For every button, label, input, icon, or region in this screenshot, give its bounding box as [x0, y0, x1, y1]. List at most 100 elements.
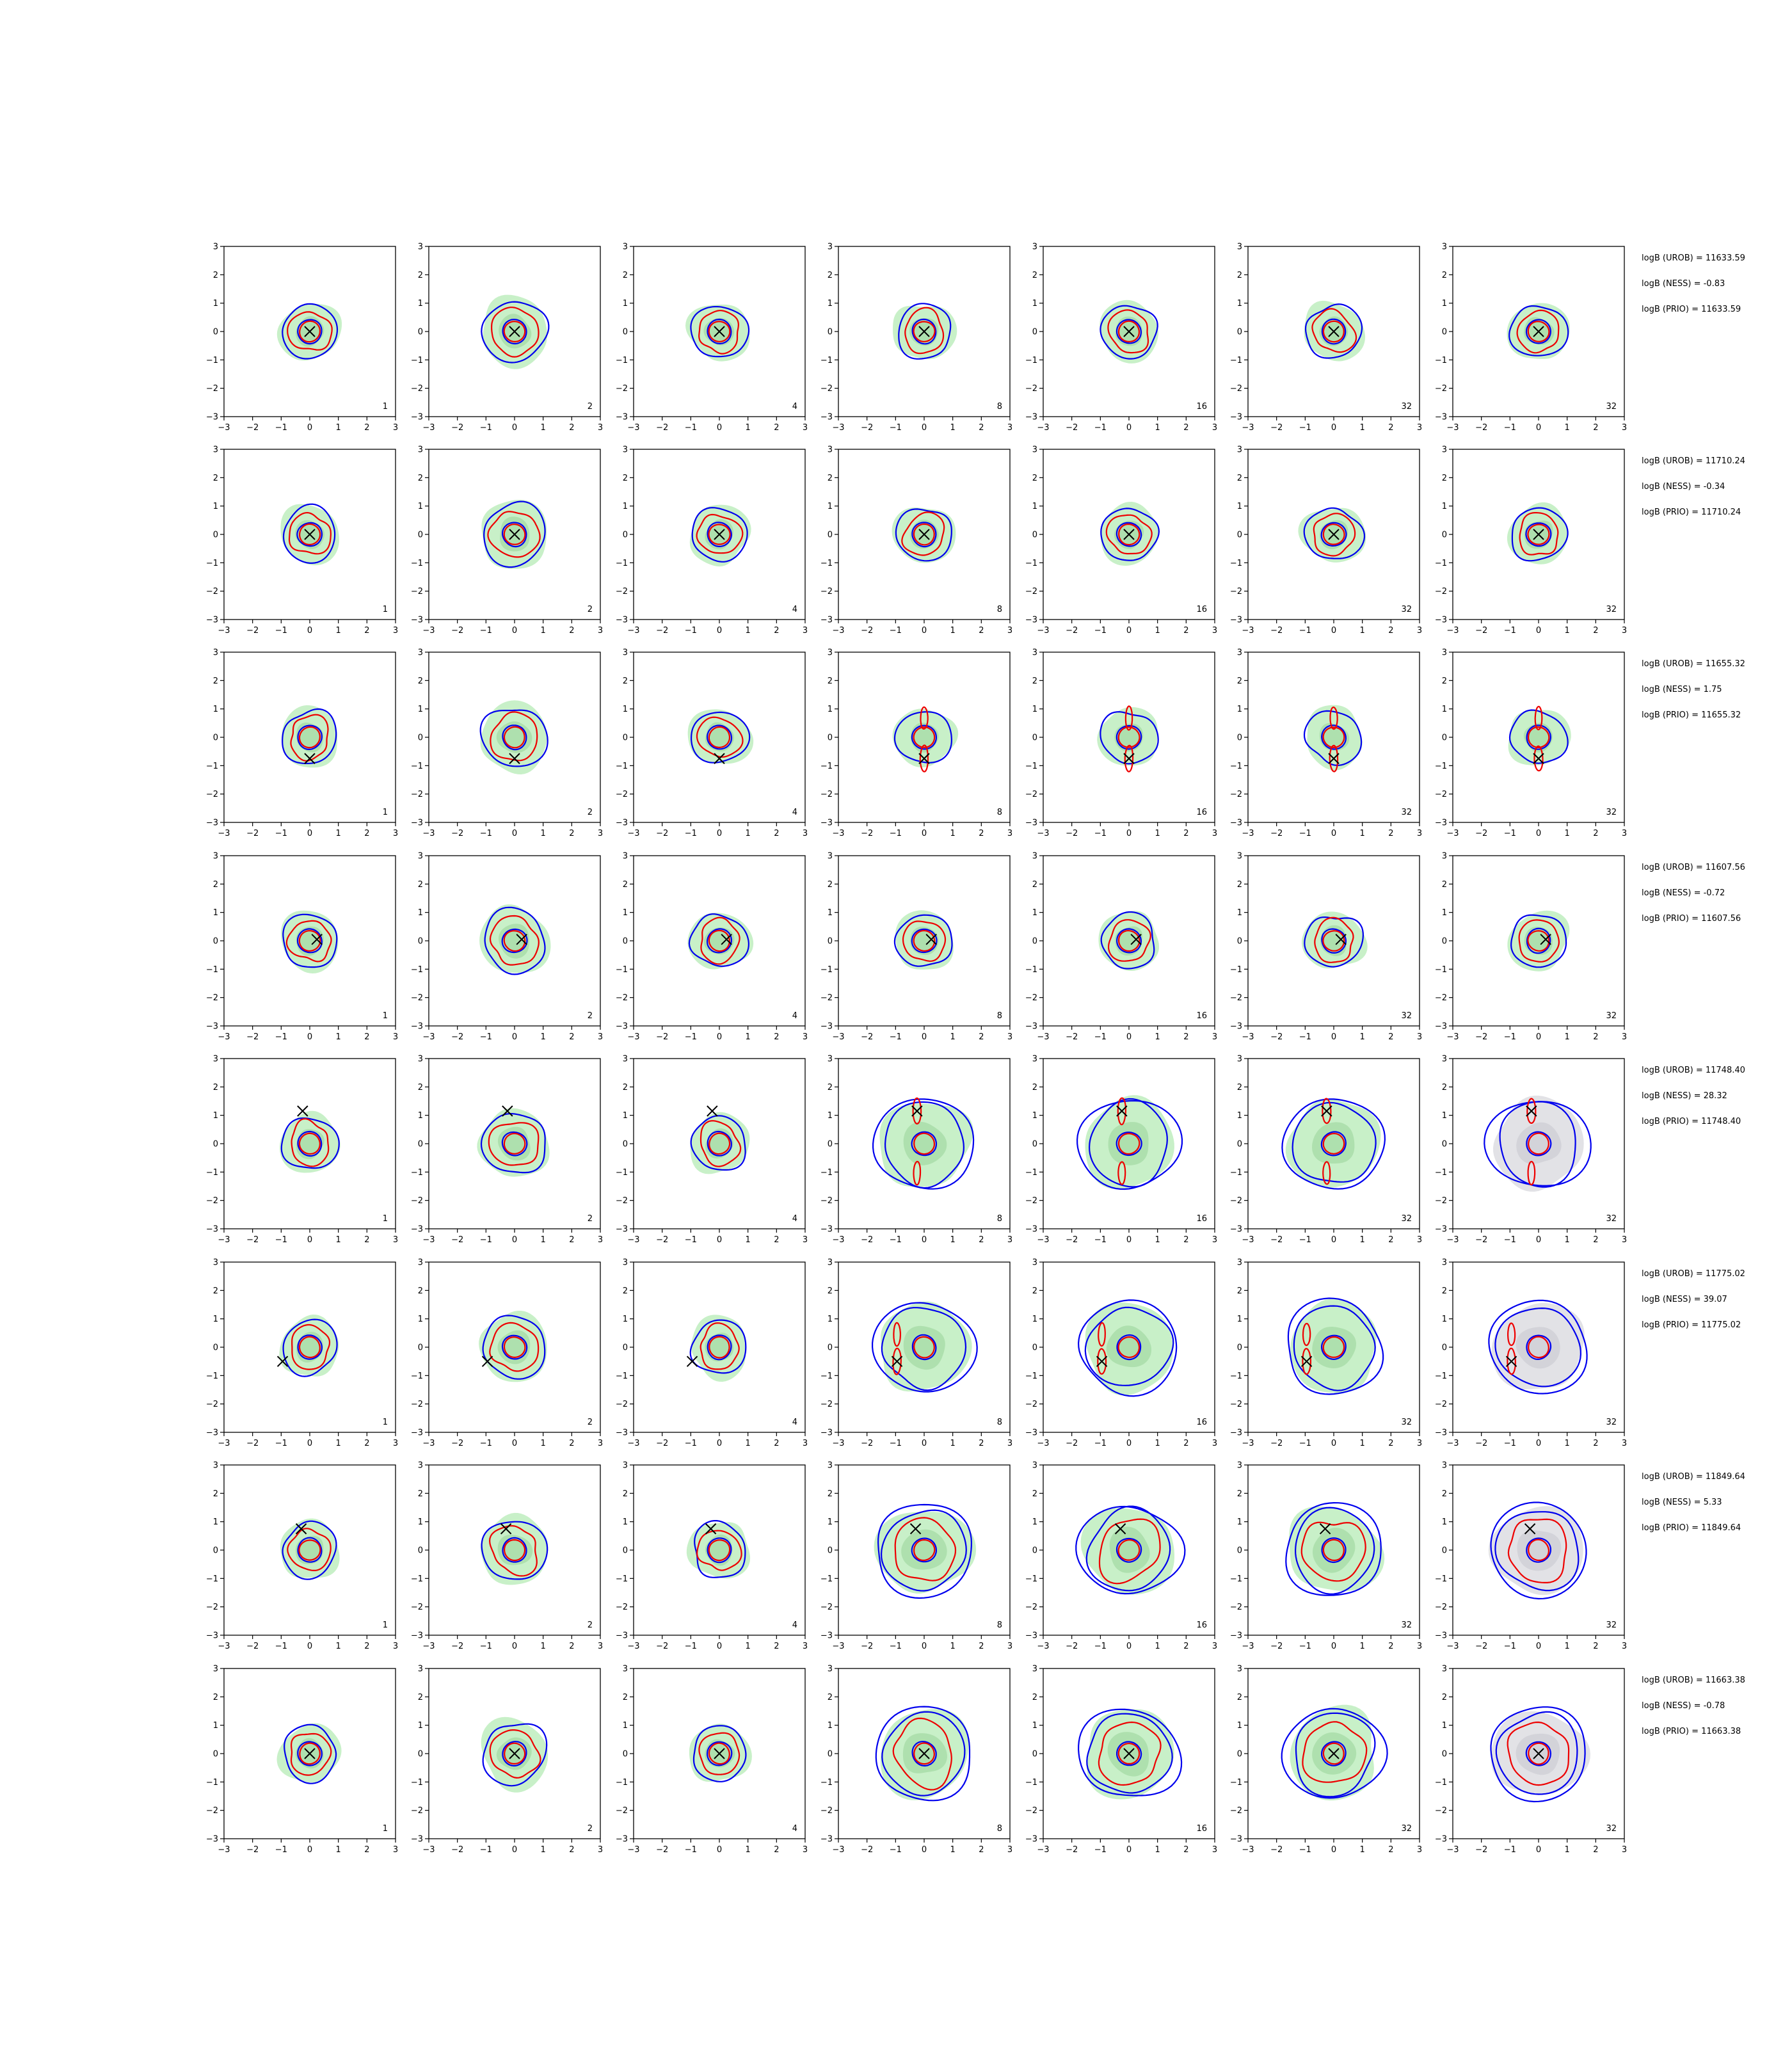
y-tick-label: 3	[1237, 648, 1242, 658]
y-tick-label: −3	[616, 616, 628, 625]
blue-contour-inner	[502, 1741, 527, 1767]
y-tick-label: −3	[1230, 1835, 1242, 1844]
y-tick-label: 1	[418, 502, 423, 511]
y-tick-label: 3	[1442, 1258, 1447, 1268]
true-value-marker	[1533, 529, 1544, 540]
y-tick-label: 1	[828, 908, 833, 918]
y-tick-label: −1	[206, 356, 218, 365]
blue-contour-outer	[282, 913, 338, 968]
x-tick-label: 0	[1126, 1642, 1132, 1651]
y-tick-label: −3	[206, 616, 218, 625]
y-tick-label: 2	[418, 676, 423, 686]
subplot-corner-label: 4	[792, 402, 797, 412]
x-tick-label: 3	[1417, 1642, 1422, 1651]
y-tick-label: 1	[828, 1111, 833, 1121]
x-tick-label: −1	[1094, 1439, 1107, 1448]
y-tick-label: −1	[820, 356, 833, 365]
red-contour-outer	[1300, 1521, 1366, 1582]
x-tick-label: 1	[1360, 1439, 1365, 1448]
x-tick-label: 3	[393, 1235, 398, 1245]
x-tick-label: −3	[832, 1032, 844, 1042]
subplot-corner-label: 32	[1401, 808, 1412, 817]
red-contour-outer	[700, 916, 740, 965]
subplot-corner-label: 32	[1401, 1620, 1412, 1630]
x-tick-label: −1	[685, 829, 697, 838]
y-tick-label: 3	[623, 445, 628, 455]
x-tick-label: 0	[1331, 1845, 1336, 1855]
y-tick-label: −3	[411, 1631, 423, 1641]
x-tick-label: 0	[922, 1845, 927, 1855]
y-tick-label: −3	[1435, 1631, 1447, 1641]
y-tick-label: 3	[213, 1461, 218, 1471]
density-fill-inner	[1312, 1327, 1356, 1368]
x-tick-label: 1	[746, 1235, 751, 1245]
y-tick-label: 0	[1032, 1546, 1037, 1556]
blue-contour-wide	[1077, 1299, 1178, 1397]
true-value-marker	[714, 753, 725, 764]
y-tick-label: 0	[1442, 1750, 1447, 1759]
y-tick-label: −1	[616, 1168, 628, 1178]
x-tick-label: −2	[1066, 1642, 1078, 1651]
y-tick-label: −3	[1435, 1428, 1447, 1438]
x-tick-label: 3	[598, 626, 603, 636]
x-tick-label: −3	[1037, 1235, 1049, 1245]
red-contour-outer	[1507, 1518, 1567, 1583]
x-tick-label: −2	[451, 1032, 463, 1042]
x-tick-label: 1	[336, 1845, 341, 1855]
y-tick-label: 2	[623, 1286, 628, 1296]
blue-contour-inner	[1321, 1741, 1347, 1766]
true-value-marker	[509, 1748, 520, 1759]
red-contour-outer	[1314, 916, 1354, 963]
subplot-corner-label: 8	[997, 402, 1002, 412]
x-tick-label: −1	[480, 626, 492, 636]
y-tick-label: 0	[623, 1140, 628, 1149]
y-tick-label: 3	[213, 1665, 218, 1674]
blue-contour-outer	[482, 1723, 548, 1787]
x-tick-label: 0	[1126, 626, 1132, 636]
x-tick-label: 1	[1565, 1845, 1570, 1855]
subplot-corner-label: 1	[383, 605, 388, 614]
x-tick-label: −1	[275, 626, 287, 636]
x-tick-label: −1	[1299, 1032, 1311, 1042]
x-tick-label: −1	[480, 1439, 492, 1448]
x-tick-label: −1	[275, 829, 287, 838]
blue-contour-outer	[1303, 507, 1366, 559]
subplot-corner-label: 2	[588, 1620, 593, 1630]
x-tick-label: 3	[1212, 423, 1217, 433]
y-tick-label: −2	[1230, 587, 1242, 596]
y-tick-label: −1	[1230, 965, 1242, 975]
x-tick-label: −2	[656, 423, 668, 433]
true-value-marker	[1533, 326, 1544, 337]
true-value-marker	[1123, 326, 1135, 337]
red-contour-inner	[1528, 726, 1550, 748]
x-tick-label: −2	[1475, 1845, 1487, 1855]
y-tick-label: 0	[213, 937, 218, 947]
y-tick-label: 2	[213, 271, 218, 280]
y-tick-label: −3	[1025, 413, 1037, 422]
subplot-corner-label: 16	[1196, 605, 1207, 614]
blue-contour-outer	[479, 709, 548, 767]
y-tick-label: 2	[213, 1083, 218, 1092]
red-contour-inner	[1322, 1133, 1345, 1155]
logB-annotation: logB (UROB) = 11633.59	[1642, 253, 1745, 263]
blue-contour-inner	[1116, 928, 1142, 954]
x-tick-label: −3	[218, 1032, 230, 1042]
blue-contour-outer	[1495, 1711, 1578, 1795]
blue-contour-inner	[1116, 319, 1142, 344]
y-tick-label: −2	[616, 993, 628, 1003]
true-value-marker	[304, 753, 316, 764]
y-tick-label: −3	[1025, 1428, 1037, 1438]
y-tick-label: 3	[1442, 1461, 1447, 1471]
red-contour-outer	[1507, 1721, 1570, 1786]
blue-contour-inner	[1321, 724, 1347, 750]
subplot-corner-label: 32	[1401, 1214, 1412, 1224]
blue-contour-inner	[911, 1741, 937, 1767]
true-value-marker	[909, 1523, 922, 1535]
true-value-marker	[686, 1356, 698, 1367]
x-tick-label: −1	[1299, 1642, 1311, 1651]
y-tick-label: −3	[1230, 1022, 1242, 1032]
y-tick-label: 0	[418, 328, 423, 337]
blue-contour-inner	[1116, 1334, 1142, 1361]
blue-contour-inner	[502, 522, 527, 548]
red-contour-outer	[698, 310, 740, 355]
